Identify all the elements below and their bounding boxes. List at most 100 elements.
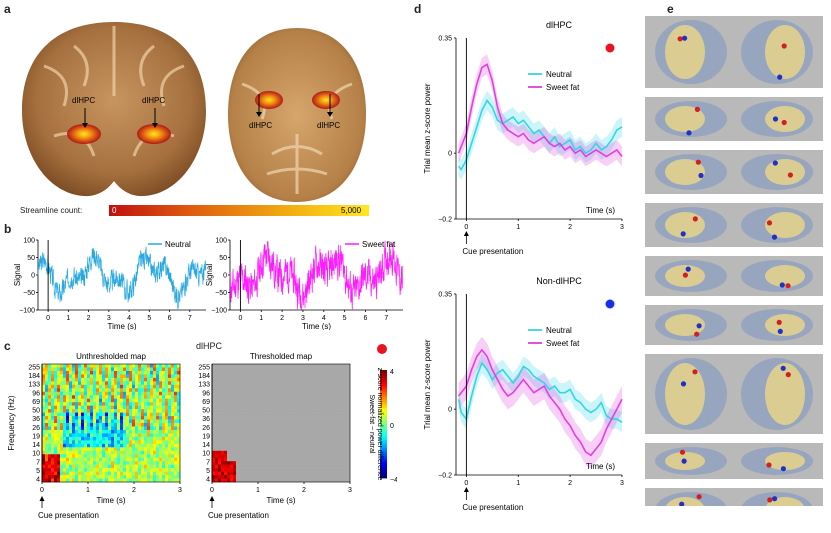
heatmap-cell (227, 395, 231, 400)
heatmap-cell (299, 423, 303, 427)
heatmap-cell (281, 454, 285, 459)
heatmap-cell (335, 398, 339, 403)
heatmap-cell (57, 370, 61, 375)
heatmap-cell (281, 381, 285, 386)
heatmap-cell (347, 478, 351, 483)
heatmap-cell (81, 412, 85, 417)
heatmap-cell (153, 416, 157, 420)
heatmap-cell (69, 398, 73, 403)
heatmap-cell (314, 461, 318, 465)
heatmap-cell (308, 388, 312, 393)
heatmap-cell (311, 405, 315, 410)
heatmap-cell (224, 447, 228, 452)
heatmap-cell (239, 440, 243, 445)
left-dlhpc-volume (665, 314, 705, 336)
heatmap-cell (96, 377, 100, 382)
heatmap-cell (54, 478, 58, 483)
heatmap-cell (96, 419, 100, 424)
heatmap-cell (287, 464, 291, 469)
heatmap-cell (224, 409, 228, 413)
heatmap-cell (290, 409, 294, 413)
heatmap-cell (63, 429, 67, 434)
heatmap-cell (212, 475, 216, 479)
heatmap-cell (290, 419, 294, 424)
heatmap-cell (90, 429, 94, 434)
heatmap-cell (242, 395, 246, 400)
heatmap-cell (123, 475, 127, 479)
heatmap-cell (218, 433, 222, 438)
heatmap-cell (251, 416, 255, 420)
heatmap-cell (278, 443, 282, 448)
heatmap-cell (132, 419, 136, 424)
heatmap-cell (344, 391, 348, 396)
heatmap-cell (63, 391, 67, 396)
heatmap-cell (275, 436, 279, 441)
heatmap-cell (57, 468, 61, 472)
heatmap-cell (123, 429, 127, 434)
heatmap-cell (171, 475, 175, 479)
heatmap-cell (54, 436, 58, 441)
panel-letter-a: a (4, 2, 11, 16)
heatmap-cell (287, 398, 291, 403)
heatmap-cell (323, 457, 327, 462)
heatmap-cell (284, 471, 288, 476)
heatmap-cell (290, 416, 294, 420)
colorbar-step (380, 424, 387, 428)
heatmap-cell (332, 416, 336, 420)
heatmap-cell (150, 395, 154, 400)
heatmap-cell (129, 374, 133, 379)
heatmap-cell (269, 433, 273, 438)
heatmap-cell (257, 391, 261, 396)
heatmap-cell (66, 384, 70, 389)
heatmap-cell (153, 471, 157, 476)
heatmap-cell (48, 419, 52, 424)
heatmap-cell (69, 416, 73, 420)
heatmap-cell (218, 419, 222, 424)
heatmap-cell (123, 370, 127, 375)
heatmap-cell (314, 384, 318, 389)
heatmap-cell (221, 478, 225, 483)
heatmap-cell (218, 384, 222, 389)
x-tick-label: 3 (301, 315, 305, 322)
heatmap-cell (227, 475, 231, 479)
heatmap-cell (326, 412, 330, 417)
heatmap-cell (129, 478, 133, 483)
heatmap-cell (314, 468, 318, 472)
heatmap-cell (138, 370, 142, 375)
heatmap-cell (84, 464, 88, 469)
heatmap-cell (239, 426, 243, 431)
heatmap-cell (159, 367, 163, 372)
heatmap-cell (251, 440, 255, 445)
heatmap-cell (344, 454, 348, 459)
heatmap-cell (266, 457, 270, 462)
heatmap-cell (305, 412, 309, 417)
heatmap-cell (218, 398, 222, 403)
heatmap-cell (174, 478, 178, 483)
y-tick-label: 7 (36, 459, 40, 466)
heatmap-cell (251, 419, 255, 424)
heatmap-cell (317, 416, 321, 420)
heatmap-cell (284, 423, 288, 427)
heatmap-cell (42, 412, 46, 417)
heatmap-cell (305, 454, 309, 459)
heatmap-cell (233, 423, 237, 427)
heatmap-cell (45, 409, 49, 413)
heatmap-cell (338, 384, 342, 389)
y-tick-label: −100 (19, 308, 35, 315)
heatmap-cell (344, 447, 348, 452)
heatmap-cell (162, 426, 166, 431)
heatmap-cell (221, 398, 225, 403)
colorbar-tick: 0 (390, 423, 394, 430)
heatmap-cell (147, 388, 151, 393)
heatmap-cell (132, 443, 136, 448)
heatmap-cell (156, 412, 160, 417)
heatmap-cell (54, 468, 58, 472)
heatmap-cell (117, 377, 121, 382)
heatmap-cell (215, 461, 219, 465)
heatmap-cell (48, 433, 52, 438)
heatmap-cell (269, 412, 273, 417)
x-tick-label: 1 (516, 224, 520, 231)
heatmap-cell (332, 419, 336, 424)
heatmap-cell (323, 454, 327, 459)
heatmap-cell (93, 391, 97, 396)
